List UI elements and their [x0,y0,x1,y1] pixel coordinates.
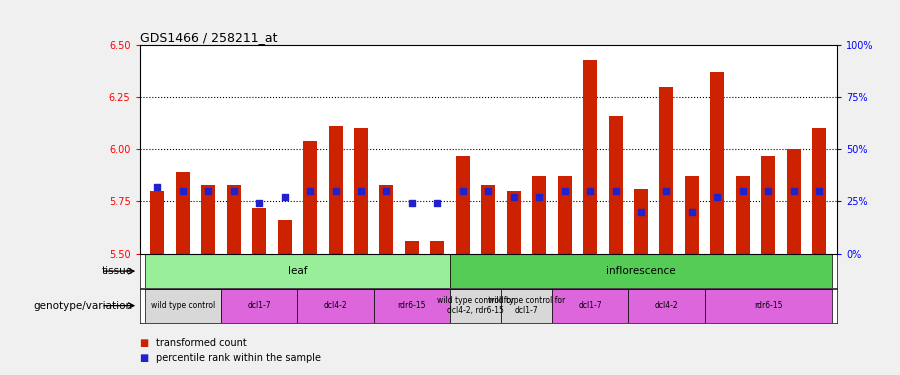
Bar [145,254,450,288]
Text: rdr6-15: rdr6-15 [754,301,782,310]
Bar [277,220,292,254]
Text: percentile rank within the sample: percentile rank within the sample [156,353,320,363]
Bar [405,241,418,254]
Bar [430,241,445,254]
Point [405,201,419,207]
Point [710,194,724,200]
Bar [608,116,623,254]
Text: inflorescence: inflorescence [607,266,676,276]
Bar [787,149,801,254]
Bar [532,176,546,254]
Point [583,188,598,194]
Bar [501,289,552,322]
Text: dcl4-2: dcl4-2 [654,301,679,310]
Text: wild type control for
dcl4-2, rdr6-15: wild type control for dcl4-2, rdr6-15 [436,296,514,315]
Point [608,188,623,194]
Point [761,188,776,194]
Bar [150,191,165,254]
Bar [761,156,775,254]
Bar [634,189,648,254]
Point [557,188,572,194]
Point [201,188,215,194]
Bar [628,289,705,322]
Bar [374,289,450,322]
Point [328,188,343,194]
Bar [736,176,750,254]
Bar [328,126,343,254]
Bar [552,289,628,322]
Text: tissue: tissue [102,266,132,276]
Point [354,188,368,194]
Bar [221,289,297,322]
Bar [227,185,240,254]
Bar [482,185,495,254]
Text: dcl1-7: dcl1-7 [579,301,602,310]
Bar [685,176,699,254]
Text: ■: ■ [140,338,148,348]
Bar [583,60,597,254]
Bar [202,185,215,254]
Text: transformed count: transformed count [156,338,247,348]
Bar [380,185,393,254]
Point [634,209,648,215]
Bar [812,128,826,254]
Bar [450,254,832,288]
Point [532,194,546,200]
Text: ■: ■ [140,353,148,363]
Point [303,188,318,194]
Point [507,194,521,200]
Point [150,184,165,190]
Bar [455,156,470,254]
Point [659,188,673,194]
Bar [705,289,832,322]
Bar [507,191,521,254]
Point [787,188,801,194]
Bar [660,87,673,254]
Point [430,201,445,207]
Text: dcl4-2: dcl4-2 [324,301,347,310]
Point [735,188,750,194]
Point [685,209,699,215]
Point [252,201,266,207]
Bar [176,172,190,254]
Bar [145,289,221,322]
Point [227,188,241,194]
Bar [303,141,317,254]
Bar [252,208,266,254]
Bar [450,289,501,322]
Text: leaf: leaf [288,266,307,276]
Text: wild type control: wild type control [150,301,215,310]
Bar [710,72,724,254]
Point [812,188,826,194]
Point [176,188,190,194]
Text: dcl1-7: dcl1-7 [248,301,271,310]
Bar [558,176,572,254]
Bar [354,128,368,254]
Bar [297,289,374,322]
Text: genotype/variation: genotype/variation [33,301,132,310]
Text: GDS1466 / 258211_at: GDS1466 / 258211_at [140,31,277,44]
Point [455,188,470,194]
Text: rdr6-15: rdr6-15 [398,301,426,310]
Text: wild type control for
dcl1-7: wild type control for dcl1-7 [488,296,565,315]
Point [379,188,393,194]
Point [481,188,495,194]
Point [277,194,292,200]
